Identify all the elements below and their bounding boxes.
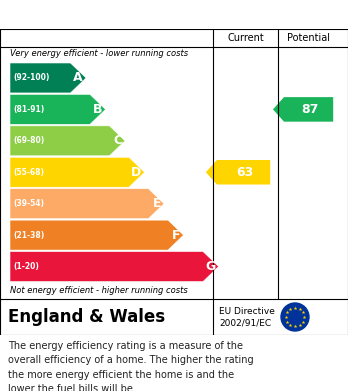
Text: England & Wales: England & Wales [8, 308, 165, 326]
Polygon shape [10, 95, 105, 124]
Text: (21-38): (21-38) [13, 231, 44, 240]
Text: Energy Efficiency Rating: Energy Efficiency Rating [69, 7, 279, 22]
Text: Potential: Potential [286, 33, 330, 43]
Text: (55-68): (55-68) [13, 168, 44, 177]
Text: (69-80): (69-80) [13, 136, 44, 145]
Text: (1-20): (1-20) [13, 262, 39, 271]
Text: A: A [73, 72, 83, 84]
Text: E: E [152, 197, 161, 210]
Polygon shape [10, 126, 125, 156]
Text: (81-91): (81-91) [13, 105, 44, 114]
Text: 2002/91/EC: 2002/91/EC [219, 319, 271, 328]
Text: F: F [172, 229, 181, 242]
Text: Current: Current [227, 33, 264, 43]
Text: D: D [131, 166, 142, 179]
Polygon shape [10, 63, 86, 93]
Polygon shape [10, 189, 164, 219]
Text: EU Directive: EU Directive [219, 307, 275, 316]
Text: Very energy efficient - lower running costs: Very energy efficient - lower running co… [10, 49, 188, 58]
Text: (39-54): (39-54) [13, 199, 44, 208]
Polygon shape [10, 251, 219, 282]
Polygon shape [206, 160, 270, 185]
Polygon shape [10, 220, 183, 250]
Polygon shape [10, 157, 144, 187]
Text: C: C [113, 135, 122, 147]
Text: 63: 63 [236, 166, 253, 179]
Text: Not energy efficient - higher running costs: Not energy efficient - higher running co… [10, 286, 188, 295]
Text: G: G [205, 260, 216, 273]
Text: B: B [93, 103, 103, 116]
Text: (92-100): (92-100) [13, 74, 49, 83]
Polygon shape [273, 97, 333, 122]
Circle shape [281, 303, 309, 331]
Text: The energy efficiency rating is a measure of the
overall efficiency of a home. T: The energy efficiency rating is a measur… [8, 341, 254, 391]
Text: 87: 87 [301, 103, 318, 116]
